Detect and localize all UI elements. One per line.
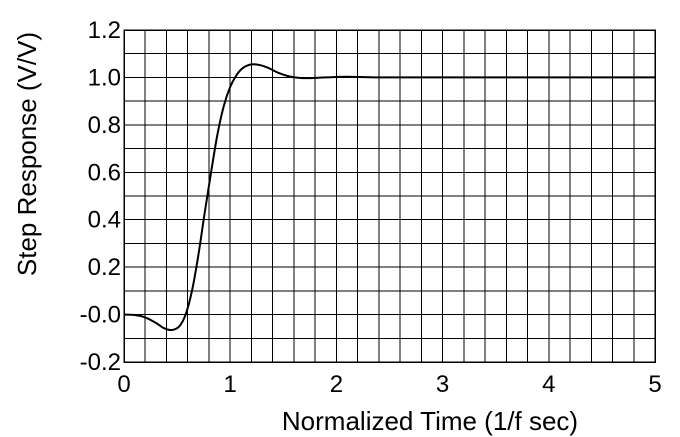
x-axis-ticks: 0 1 2 3 4 5 [117,371,661,398]
grid [124,30,655,362]
x-tick-label: 0 [117,371,130,398]
y-tick-label: -0.2 [80,349,121,376]
y-tick-label: 0.8 [88,112,121,139]
y-tick-label: 0.2 [88,254,121,281]
y-axis-title: Step Response (V/V) [12,32,42,276]
x-axis-title: Normalized Time (1/f sec) [282,406,578,436]
step-response-line [123,63,655,332]
x-tick-label: 3 [436,371,449,398]
y-tick-label: 1.0 [88,64,121,91]
y-tick-label: 1.2 [88,17,121,44]
x-tick-label: 4 [542,371,555,398]
series-group [123,63,655,332]
y-axis-ticks: 1.2 1.0 0.8 0.6 0.4 0.2 -0.0 -0.2 [80,17,121,376]
y-tick-label: 0.4 [88,207,121,234]
y-tick-label: -0.0 [80,302,121,329]
x-tick-label: 2 [330,371,343,398]
x-tick-label: 5 [648,371,661,398]
x-tick-label: 1 [224,371,237,398]
y-tick-label: 0.6 [88,159,121,186]
plot-frame [123,29,656,363]
